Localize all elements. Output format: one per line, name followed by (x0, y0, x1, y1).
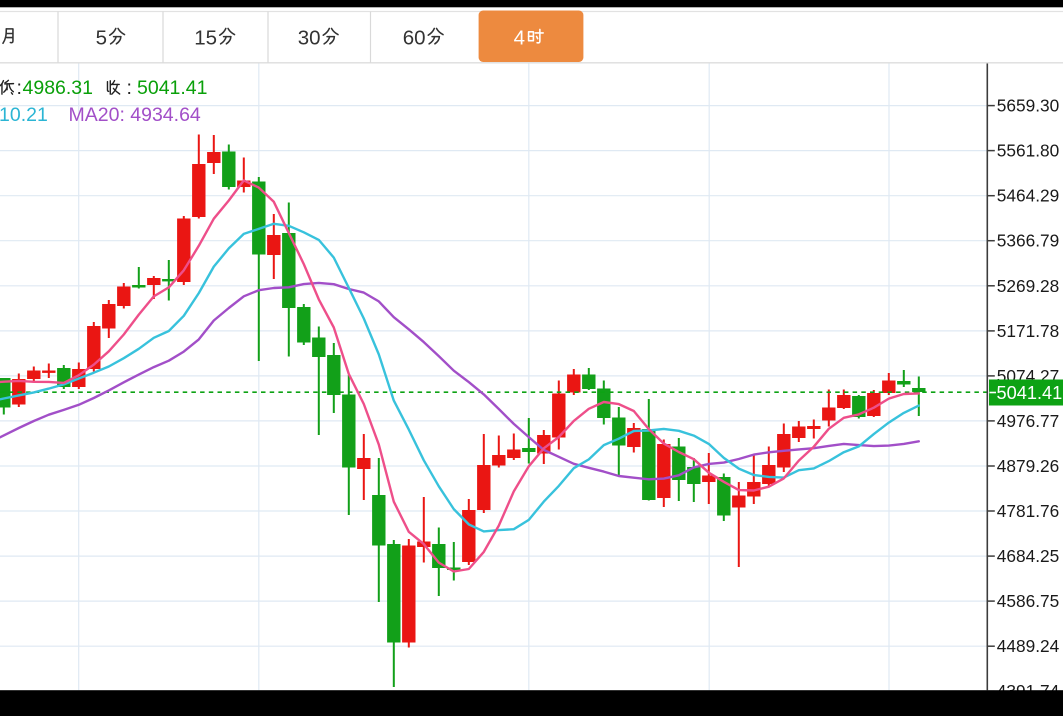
svg-text:15: 15 (194, 27, 217, 50)
svg-text:5171.78: 5171.78 (997, 321, 1059, 341)
svg-text:5561.80: 5561.80 (997, 141, 1059, 161)
svg-text::: : (127, 77, 132, 99)
svg-text:4879.26: 4879.26 (997, 456, 1059, 476)
svg-text::: : (17, 77, 22, 99)
svg-text:4976.77: 4976.77 (997, 411, 1059, 431)
svg-text:5464.29: 5464.29 (997, 186, 1059, 206)
svg-text:30: 30 (298, 27, 321, 50)
svg-text:5041.41: 5041.41 (137, 77, 208, 99)
svg-text:4781.76: 4781.76 (997, 501, 1059, 521)
svg-text:4684.25: 4684.25 (997, 546, 1059, 566)
svg-text:5041.41: 5041.41 (997, 383, 1063, 403)
svg-text:10.21: 10.21 (0, 104, 48, 126)
svg-text:4489.24: 4489.24 (997, 636, 1060, 656)
svg-text:4586.75: 4586.75 (997, 591, 1059, 611)
svg-text:60: 60 (403, 27, 426, 50)
svg-text:5269.28: 5269.28 (997, 276, 1059, 296)
svg-text:4986.31: 4986.31 (23, 77, 94, 99)
svg-text:5: 5 (96, 27, 107, 50)
svg-text:5659.30: 5659.30 (997, 96, 1059, 116)
svg-text:MA20: 4934.64: MA20: 4934.64 (69, 104, 201, 126)
svg-text:5366.79: 5366.79 (997, 231, 1059, 251)
svg-text:4: 4 (514, 27, 525, 50)
